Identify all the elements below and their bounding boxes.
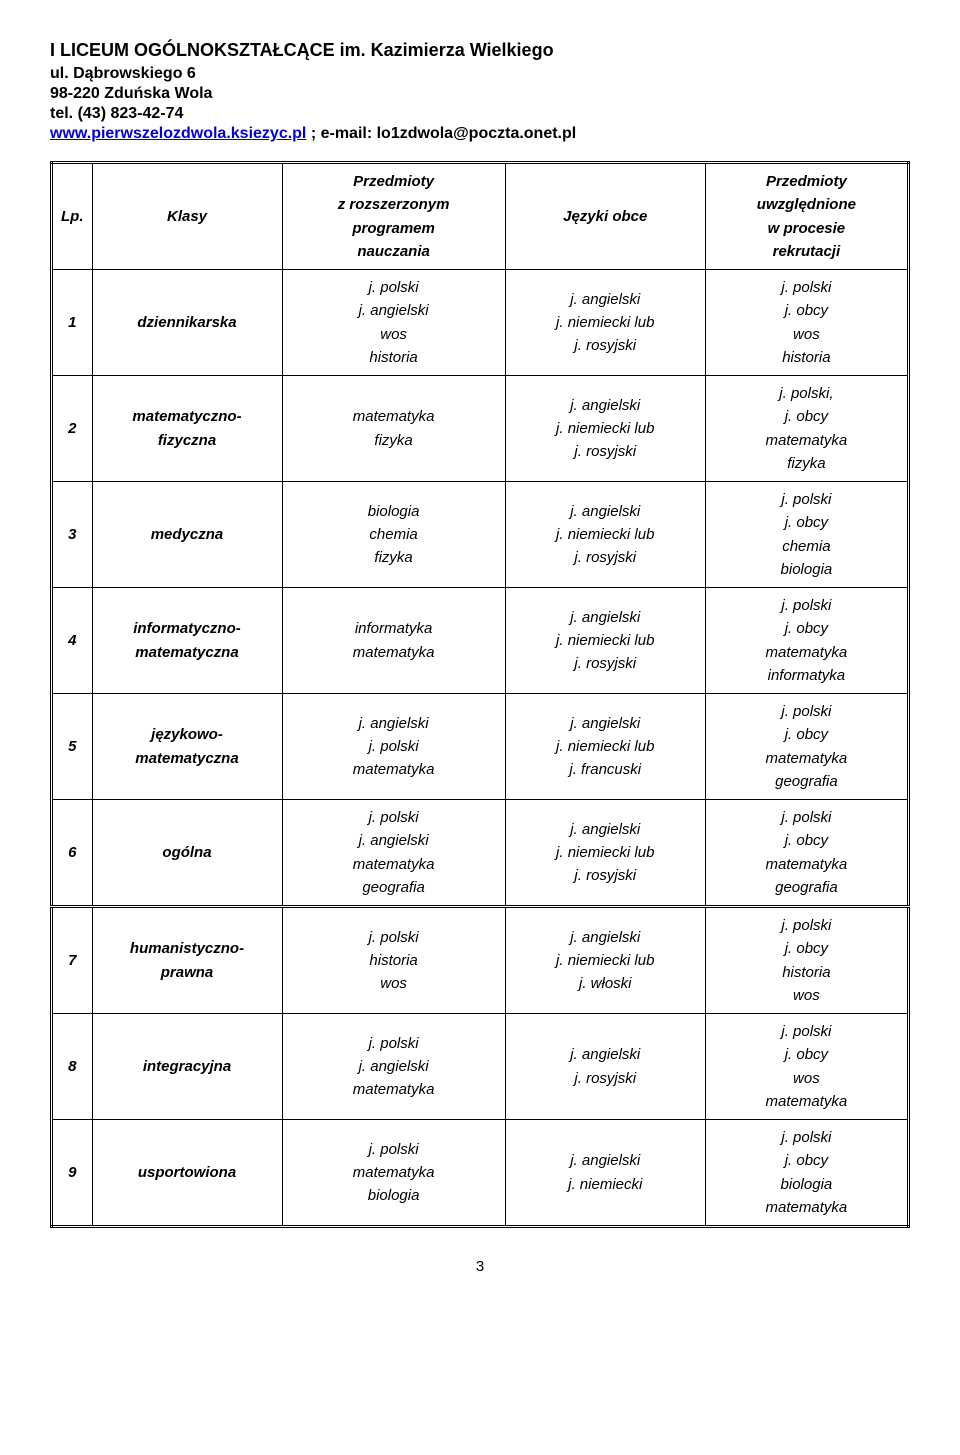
table-row: 2matematyczno-fizycznamatematykafizykaj.… <box>52 376 909 482</box>
cell-rozszerzone: j. angielskij. polskimatematyka <box>282 694 505 800</box>
table-row: 5językowo-matematycznaj. angielskij. pol… <box>52 694 909 800</box>
school-postcode: 98-220 Zduńska Wola <box>50 85 910 103</box>
cell-jezyki: j. angielskij. niemiecki <box>505 1120 705 1227</box>
cell-lp: 7 <box>52 907 93 1014</box>
cell-jezyki: j. angielskij. niemiecki lubj. rosyjski <box>505 482 705 588</box>
cell-lp: 9 <box>52 1120 93 1227</box>
col-klasy: Klasy <box>92 163 282 270</box>
table-row: 3medycznabiologiachemiafizykaj. angielsk… <box>52 482 909 588</box>
page-number: 3 <box>50 1258 910 1275</box>
cell-lp: 8 <box>52 1014 93 1120</box>
cell-rekrutacja: j. polskij. obcywosmatematyka <box>705 1014 908 1120</box>
cell-rozszerzone: j. polskij. angielskiwoshistoria <box>282 270 505 376</box>
cell-rekrutacja: j. polskij. obcymatematykageografia <box>705 800 908 907</box>
cell-klasy: medyczna <box>92 482 282 588</box>
cell-klasy: integracyjna <box>92 1014 282 1120</box>
school-email: ; e-mail: lo1zdwola@poczta.onet.pl <box>306 125 576 142</box>
cell-jezyki: j. angielskij. niemiecki lubj. rosyjski <box>505 376 705 482</box>
cell-klasy: informatyczno-matematyczna <box>92 588 282 694</box>
table-row: 8integracyjnaj. polskij. angielskimatema… <box>52 1014 909 1120</box>
school-title: I LICEUM OGÓLNOKSZTAŁCĄCE im. Kazimierza… <box>50 40 910 61</box>
cell-rozszerzone: j. polskij. angielskimatematyka <box>282 1014 505 1120</box>
col-rozszerzone: Przedmioty z rozszerzonym programem nauc… <box>282 163 505 270</box>
cell-jezyki: j. angielskij. niemiecki lubj. francuski <box>505 694 705 800</box>
cell-rekrutacja: j. polski,j. obcymatematykafizyka <box>705 376 908 482</box>
table-row: 6ogólnaj. polskij. angielskimatematykage… <box>52 800 909 907</box>
cell-rozszerzone: j. polskij. angielskimatematykageografia <box>282 800 505 907</box>
document-header: I LICEUM OGÓLNOKSZTAŁCĄCE im. Kazimierza… <box>50 40 910 143</box>
table-header-row: Lp. Klasy Przedmioty z rozszerzonym prog… <box>52 163 909 270</box>
school-address: ul. Dąbrowskiego 6 <box>50 65 910 83</box>
cell-rozszerzone: j. polskimatematykabiologia <box>282 1120 505 1227</box>
cell-jezyki: j. angielskij. niemiecki lubj. włoski <box>505 907 705 1014</box>
table-body: 1dziennikarskaj. polskij. angielskiwoshi… <box>52 270 909 1227</box>
cell-lp: 2 <box>52 376 93 482</box>
cell-rozszerzone: j. polskihistoriawos <box>282 907 505 1014</box>
school-phone: tel. (43) 823-42-74 <box>50 105 910 123</box>
cell-rozszerzone: informatykamatematyka <box>282 588 505 694</box>
table-row: 4informatyczno-matematycznainformatykama… <box>52 588 909 694</box>
cell-jezyki: j. angielskij. niemiecki lubj. rosyjski <box>505 588 705 694</box>
col-rekrutacja: Przedmioty uwzględnione w procesie rekru… <box>705 163 908 270</box>
cell-rozszerzone: matematykafizyka <box>282 376 505 482</box>
col-lp: Lp. <box>52 163 93 270</box>
table-row: 1dziennikarskaj. polskij. angielskiwoshi… <box>52 270 909 376</box>
cell-rekrutacja: j. polskij. obcyhistoriawos <box>705 907 908 1014</box>
cell-rekrutacja: j. polskij. obcybiologiamatematyka <box>705 1120 908 1227</box>
cell-jezyki: j. angielskij. niemiecki lubj. rosyjski <box>505 270 705 376</box>
cell-rozszerzone: biologiachemiafizyka <box>282 482 505 588</box>
cell-lp: 5 <box>52 694 93 800</box>
cell-rekrutacja: j. polskij. obcywoshistoria <box>705 270 908 376</box>
col-jezyki: Języki obce <box>505 163 705 270</box>
cell-klasy: ogólna <box>92 800 282 907</box>
cell-lp: 3 <box>52 482 93 588</box>
cell-klasy: humanistyczno-prawna <box>92 907 282 1014</box>
table-row: 7humanistyczno-prawnaj. polskihistoriawo… <box>52 907 909 1014</box>
cell-klasy: matematyczno-fizyczna <box>92 376 282 482</box>
cell-klasy: językowo-matematyczna <box>92 694 282 800</box>
cell-jezyki: j. angielskij. niemiecki lubj. rosyjski <box>505 800 705 907</box>
classes-table: Lp. Klasy Przedmioty z rozszerzonym prog… <box>50 161 910 1228</box>
cell-lp: 4 <box>52 588 93 694</box>
school-website-link[interactable]: www.pierwszelozdwola.ksiezyc.pl <box>50 125 306 142</box>
cell-rekrutacja: j. polskij. obcychemiabiologia <box>705 482 908 588</box>
cell-klasy: dziennikarska <box>92 270 282 376</box>
table-row: 9usportowionaj. polskimatematykabiologia… <box>52 1120 909 1227</box>
cell-klasy: usportowiona <box>92 1120 282 1227</box>
cell-lp: 1 <box>52 270 93 376</box>
cell-lp: 6 <box>52 800 93 907</box>
cell-rekrutacja: j. polskij. obcymatematykainformatyka <box>705 588 908 694</box>
cell-jezyki: j. angielskij. rosyjski <box>505 1014 705 1120</box>
cell-rekrutacja: j. polskij. obcymatematykageografia <box>705 694 908 800</box>
